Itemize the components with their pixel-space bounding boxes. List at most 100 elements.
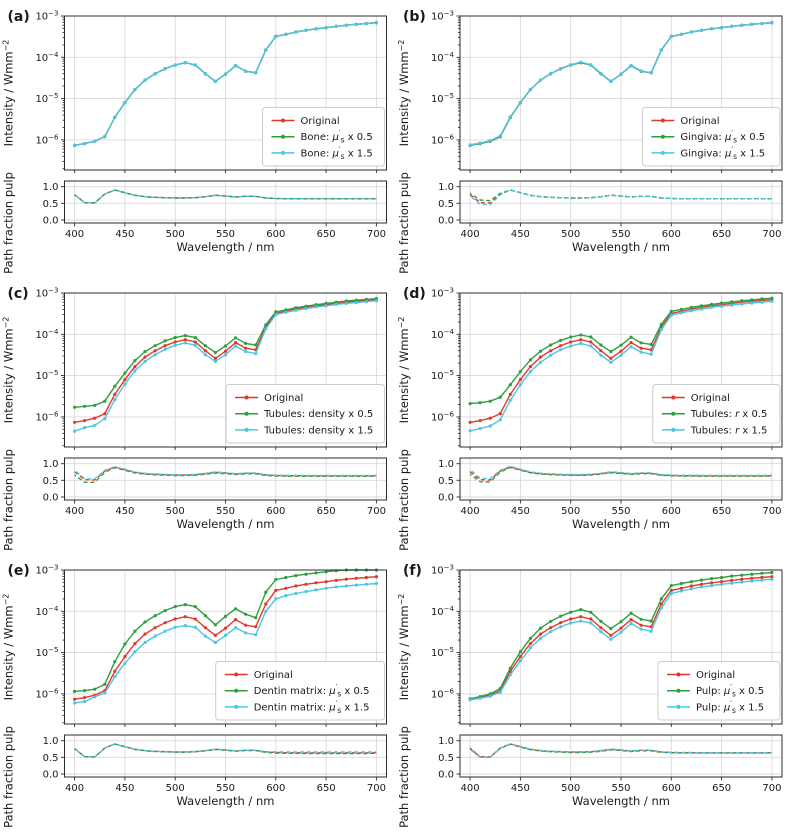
y-tick-label: 0.0 xyxy=(43,770,59,781)
y-tick-label: 10−3 xyxy=(35,564,58,577)
pf-low xyxy=(74,743,377,758)
x-tick-label: 650 xyxy=(712,229,731,240)
y-tick-label: 0.0 xyxy=(43,493,59,504)
legend-label: Gingiva: μ′s x 0.5 xyxy=(680,129,765,145)
x-tick-label: 450 xyxy=(115,783,134,794)
bottom-y-axis-label: Path fraction pulp xyxy=(397,172,411,274)
top-y-axis-label: Intensity / Wmm−2 xyxy=(2,40,16,147)
panel-label: (f) xyxy=(403,563,422,579)
legend-marker xyxy=(671,427,676,432)
x-tick-label: 600 xyxy=(662,783,681,794)
y-tick-label: 10−6 xyxy=(35,133,59,146)
x-tick-label: 400 xyxy=(65,783,84,794)
x-axis-label: Wavelength / nm xyxy=(572,240,670,254)
panel-a-svg: 400 450 500 550 600 650 700 10−3 10−4 10−5 10−6 0.0… xyxy=(2,9,387,274)
legend-label: Tubules: r x 1.5 xyxy=(690,425,768,436)
grid xyxy=(64,15,387,223)
pf-high xyxy=(74,743,377,758)
intensity-series xyxy=(468,570,774,702)
legend-label: Gingiva: μ′s x 1.5 xyxy=(680,145,765,161)
legend: Original Tubules: density x 0.5 Tubules: d… xyxy=(225,384,385,444)
y-tick-label: 1.0 xyxy=(438,182,454,193)
x-tick-label: 550 xyxy=(611,229,630,240)
x-tick-label: 700 xyxy=(367,506,386,517)
legend-marker xyxy=(676,704,681,709)
legend-label: Original xyxy=(264,393,303,404)
x-tick-label: 500 xyxy=(561,783,580,794)
top-y-axis-label: Intensity / Wmm−2 xyxy=(2,594,16,701)
top-y-axis-label: Intensity / Wmm−2 xyxy=(397,594,411,701)
legend-marker xyxy=(671,411,676,416)
pf-high xyxy=(469,465,772,480)
legend-label: Tubules: r x 0.5 xyxy=(690,409,768,420)
x-tick-label: 700 xyxy=(762,783,781,794)
y-tick-label: 0.0 xyxy=(438,216,454,227)
legend-label: Dentin matrix: μ′s x 1.5 xyxy=(254,699,370,715)
legend-label: Dentin matrix: μ′s x 0.5 xyxy=(254,683,370,699)
legend-label: Bone: μ′s x 1.5 xyxy=(301,145,373,161)
panel-f: 400 450 500 550 600 650 700 10−3 10−4 10−5 10−6 0.0… xyxy=(396,554,791,831)
legend-marker xyxy=(660,150,665,155)
y-tick-label: 10−4 xyxy=(35,51,59,64)
y-tick-label: 10−6 xyxy=(431,410,455,423)
y-tick-label: 1.0 xyxy=(43,182,59,193)
x-tick-label: 650 xyxy=(712,783,731,794)
x-tick-label: 400 xyxy=(461,783,480,794)
pf-high xyxy=(469,189,772,206)
x-tick-label: 550 xyxy=(611,506,630,517)
ticks xyxy=(456,15,773,227)
x-axis-label: Wavelength / nm xyxy=(177,517,275,531)
series-high-markers xyxy=(468,299,774,433)
y-tick-label: 10−3 xyxy=(431,287,454,300)
bottom-y-axis-label: Path fraction pulp xyxy=(397,726,411,828)
x-tick-label: 600 xyxy=(662,229,681,240)
y-tick-label: 10−5 xyxy=(431,369,454,382)
legend-label: Original xyxy=(696,670,735,681)
ticks xyxy=(61,569,377,781)
path-fraction-series xyxy=(74,189,377,204)
y-tick-label: 10−6 xyxy=(431,133,455,146)
x-tick-label: 550 xyxy=(216,229,235,240)
panel-e-svg: 400 450 500 550 600 650 700 10−3 10−4 10−5 10−6 0.0… xyxy=(2,563,387,828)
x-tick-label: 600 xyxy=(266,229,285,240)
y-tick-label: 10−5 xyxy=(35,92,58,105)
path-fraction-series xyxy=(74,465,377,484)
x-tick-label: 500 xyxy=(166,229,185,240)
legend-label: Original xyxy=(254,670,293,681)
x-tick-label: 400 xyxy=(65,506,84,517)
intensity-series xyxy=(73,568,378,705)
bottom-y-axis-label: Path fraction pulp xyxy=(2,726,16,828)
path-fraction-series xyxy=(469,743,772,759)
y-tick-label: 0.5 xyxy=(438,753,454,764)
intensity-series xyxy=(73,297,378,433)
y-tick-label: 0.5 xyxy=(43,753,59,764)
legend-marker xyxy=(671,395,676,400)
panel-d: 400 450 500 550 600 650 700 10−3 10−4 10−5 10−6 0.0… xyxy=(396,277,791,554)
y-tick-label: 10−5 xyxy=(431,92,454,105)
bottom-y-axis-label: Path fraction pulp xyxy=(2,449,16,551)
x-axis-label: Wavelength / nm xyxy=(572,517,670,531)
pf-low xyxy=(74,189,377,204)
path-fraction-series xyxy=(469,465,772,483)
y-tick-label: 1.0 xyxy=(438,459,454,470)
x-axis-label: Wavelength / nm xyxy=(177,240,275,254)
panel-label: (e) xyxy=(8,563,30,579)
y-tick-label: 10−6 xyxy=(35,687,59,700)
x-tick-label: 500 xyxy=(166,783,185,794)
tick-labels: 400 450 500 550 600 650 700 10−3 10−4 10−5 10−6 0.0… xyxy=(35,287,386,518)
series-high-markers xyxy=(73,581,378,705)
y-tick-label: 10−6 xyxy=(35,410,59,423)
panel-label: (b) xyxy=(403,9,426,25)
x-tick-label: 600 xyxy=(266,783,285,794)
x-tick-label: 400 xyxy=(461,229,480,240)
x-tick-label: 450 xyxy=(115,506,134,517)
x-tick-label: 700 xyxy=(367,783,386,794)
series-high-markers xyxy=(468,20,774,147)
series-low-markers xyxy=(73,297,378,409)
x-tick-label: 650 xyxy=(317,506,336,517)
legend-marker xyxy=(234,704,239,709)
intensity-series xyxy=(468,296,774,433)
legend: Original Tubules: r x 0.5 Tubules: r x 1.5 xyxy=(652,384,781,444)
legend-label: Pulp: μ′s x 1.5 xyxy=(696,699,764,715)
